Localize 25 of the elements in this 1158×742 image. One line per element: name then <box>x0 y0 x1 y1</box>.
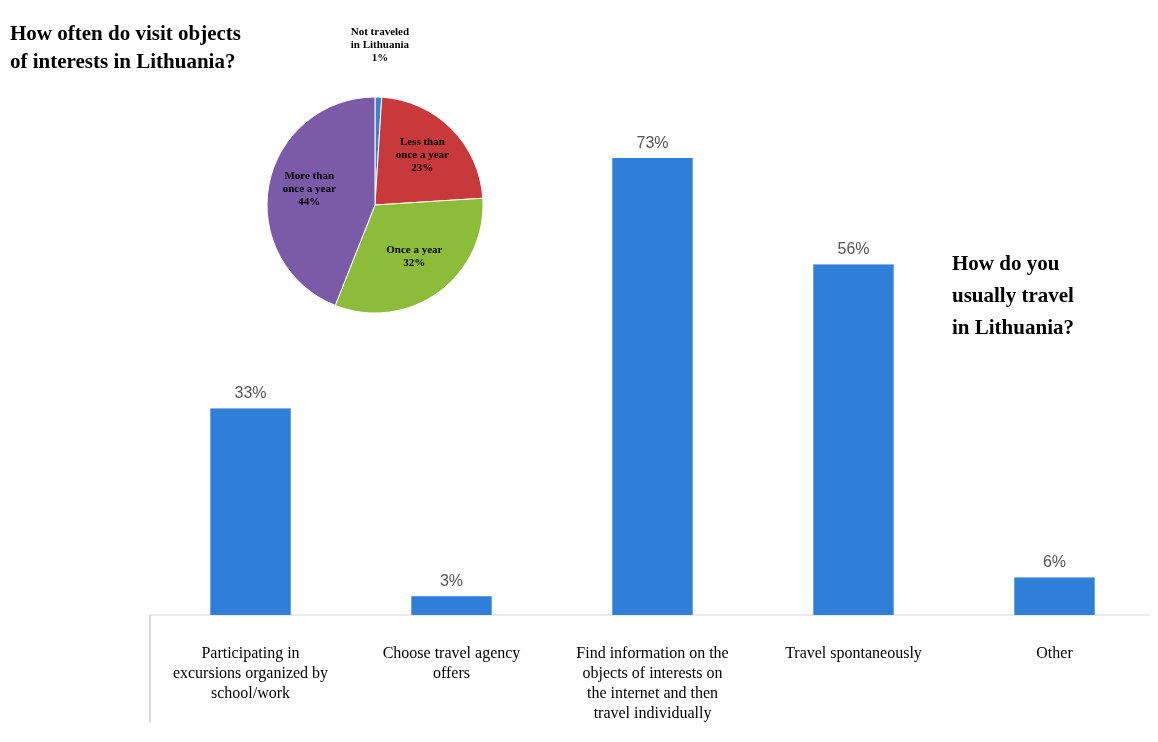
data-label: 44% <box>298 195 321 208</box>
x-tick-label: Participating in excursions organized by school/work <box>172 644 329 701</box>
x-tick-label: Find information on the objects of interests on the internet and then travel individually <box>576 644 729 722</box>
data-label: 3% <box>439 572 464 590</box>
data-label: 23% <box>411 160 434 173</box>
slice-label: More than once a year <box>282 169 336 195</box>
chart-title: How often do visit objects of interests in Lithuania? <box>10 21 241 73</box>
data-label: 56% <box>837 240 870 258</box>
slice-label: Once a year <box>386 242 443 255</box>
data-label: 32% <box>403 255 426 268</box>
data-label: 73% <box>636 134 669 151</box>
bar <box>813 264 894 615</box>
data-label: 1% <box>371 51 389 64</box>
x-tick-label: Travel spontaneously <box>785 644 922 662</box>
slice-label: Not traveled in Lithuania <box>350 25 410 51</box>
slice-label: Less than once a year <box>395 134 450 160</box>
bar <box>612 158 693 615</box>
data-label: 33% <box>234 384 267 402</box>
bar <box>1014 577 1095 615</box>
bar <box>411 596 492 615</box>
text: How do you usually travel in Lithuania? <box>952 251 1075 339</box>
data-label: 6% <box>1042 553 1067 571</box>
bar <box>210 408 291 615</box>
x-tick-label: Choose travel agency offers <box>382 644 521 681</box>
x-tick-label: Other <box>1036 644 1074 661</box>
